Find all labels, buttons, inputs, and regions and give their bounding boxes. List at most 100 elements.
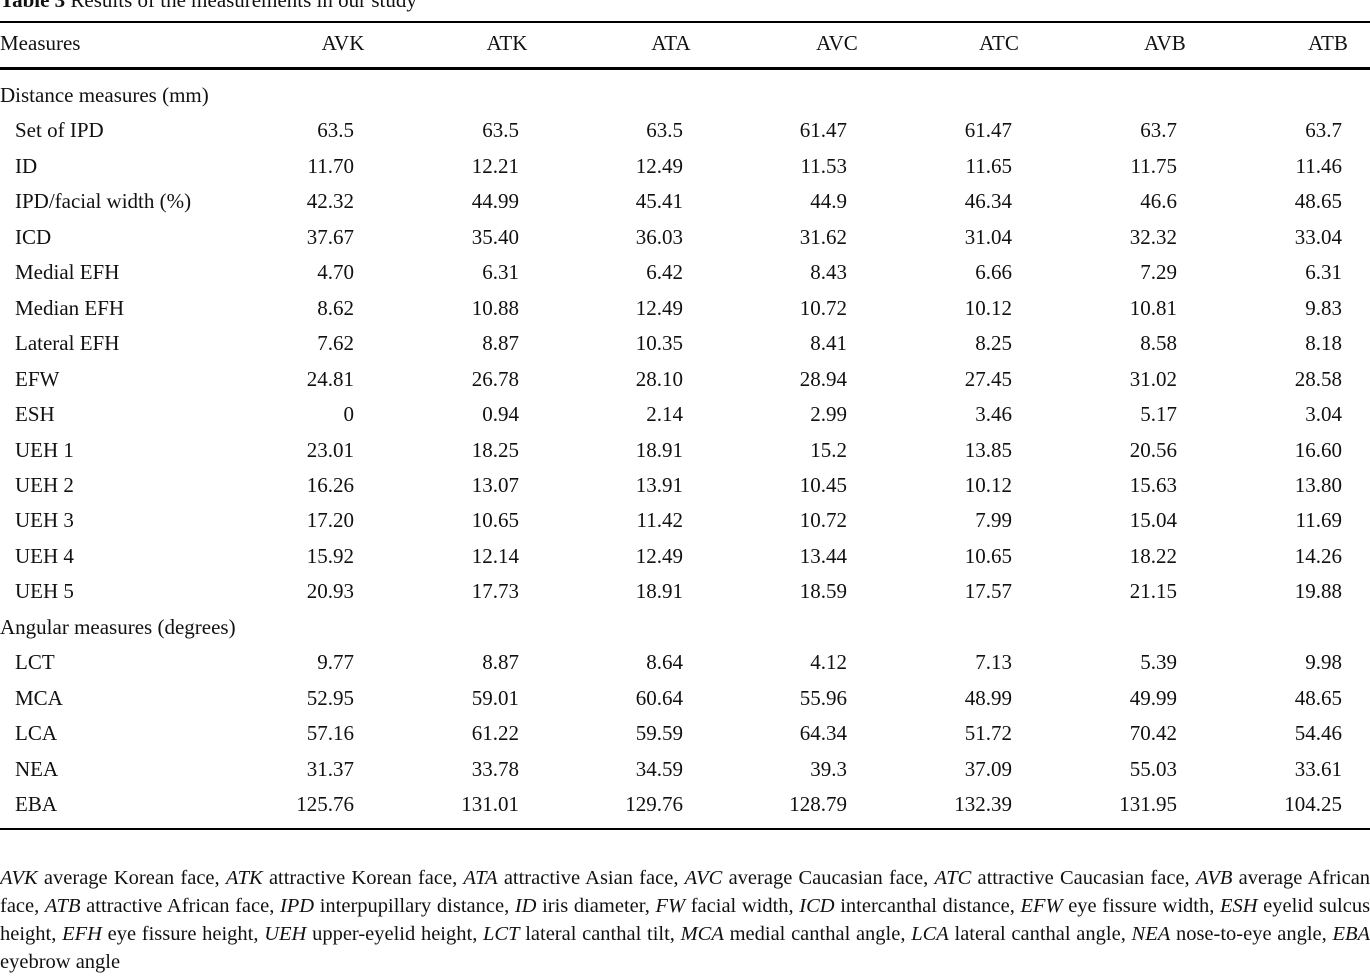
row-label: UEH 5 (15, 579, 74, 604)
footnote-def: attractive African face (86, 895, 270, 917)
cell-avk: 7.62 (317, 331, 354, 356)
row-label: ICD (15, 224, 52, 249)
table-row: UEH 5 20.93 17.73 18.91 18.59 17.57 21.15 19.88 (0, 574, 1370, 609)
cell-atc: 7.99 (975, 508, 1012, 533)
cell-atc: 27.45 (964, 366, 1012, 391)
cell-avb: 5.17 (1140, 402, 1177, 427)
cell-atk: 59.01 (471, 685, 519, 710)
cell-avb: 55.03 (1129, 756, 1177, 781)
cell-atk: 8.87 (482, 650, 519, 675)
cell-avk: 52.95 (306, 685, 354, 710)
cell-avk: 37.67 (306, 224, 354, 249)
cell-avk: 4.70 (317, 260, 354, 285)
cell-ata: 60.64 (635, 685, 683, 710)
row-label: LCA (15, 721, 57, 746)
cell-atc: 3.46 (975, 402, 1012, 427)
footnote-abbr: NEA (1131, 923, 1171, 945)
header-avc: AVC (816, 31, 858, 55)
cell-ata: 34.59 (635, 756, 683, 781)
footnote-def: eyebrow angle (0, 951, 121, 973)
cell-atb: 14.26 (1294, 543, 1342, 568)
header-avk: AVK (321, 31, 365, 55)
row-label: Set of IPD (15, 118, 104, 143)
table-row: NEA 31.37 33.78 34.59 39.3 37.09 55.03 33.61 (0, 752, 1370, 787)
table-row: LCA 57.16 61.22 59.59 64.34 51.72 70.42 54.46 (0, 716, 1370, 751)
cell-atc: 132.39 (954, 792, 1012, 816)
cell-avk: 63.5 (317, 118, 354, 143)
table-row: Lateral EFH 7.62 8.87 10.35 8.41 8.25 8.58 8.18 (0, 326, 1370, 361)
cell-avc: 4.12 (810, 650, 847, 675)
cell-avc: 61.47 (799, 118, 847, 143)
cell-atc: 46.34 (964, 189, 1012, 214)
row-label: UEH 1 (15, 437, 74, 462)
cell-avk: 20.93 (306, 579, 354, 604)
cell-avb: 31.02 (1129, 366, 1177, 391)
row-label: NEA (15, 756, 59, 781)
cell-atc: 31.04 (964, 224, 1012, 249)
section-row: Angular measures (degrees) (0, 610, 1370, 645)
cell-avb: 46.6 (1140, 189, 1177, 214)
footnote-def: intercanthal distance (840, 895, 1010, 917)
cell-avb: 15.63 (1129, 472, 1177, 497)
cell-atc: 13.85 (964, 437, 1012, 462)
footnote-abbr: EFW (1020, 895, 1063, 917)
footnote-abbr: ICD (799, 895, 835, 917)
cell-avc: 64.34 (799, 721, 847, 746)
footnote-abbr: ATK (225, 867, 263, 889)
cell-atk: 18.25 (471, 437, 519, 462)
footnote-def: attractive Korean face (268, 867, 453, 889)
header-row: Measures AVK ATK ATA AVC ATC AVB ATB (0, 26, 1370, 61)
cell-atc: 7.13 (975, 650, 1012, 675)
footnote-def: eye fissure width (1068, 895, 1210, 917)
cell-atb: 6.31 (1305, 260, 1342, 285)
row-label: UEH 4 (15, 543, 74, 568)
footnote-def: average Caucasian face (728, 867, 924, 889)
cell-atk: 17.73 (471, 579, 519, 604)
cell-atc: 8.25 (975, 331, 1012, 356)
cell-avb: 10.81 (1129, 295, 1177, 320)
header-atb: ATB (1308, 31, 1348, 55)
footnote-abbr: LCT (483, 923, 520, 945)
cell-ata: 8.64 (646, 650, 683, 675)
table-row: ID 11.70 12.21 12.49 11.53 11.65 11.75 11.46 (0, 149, 1370, 184)
cell-atc: 11.65 (965, 153, 1012, 178)
table-row: IPD/facial width (%) 42.32 44.99 45.41 44.9 4… (0, 184, 1370, 219)
table-row: Medial EFH 4.70 6.31 6.42 8.43 6.66 7.29 6.31 (0, 255, 1370, 290)
table-row: EFW 24.81 26.78 28.10 28.94 27.45 31.02 28.58 (0, 362, 1370, 397)
cell-avc: 13.44 (799, 543, 847, 568)
bottom-rule (0, 828, 1370, 830)
cell-ata: 59.59 (635, 721, 683, 746)
cell-avk: 125.76 (296, 792, 354, 816)
cell-atk: 35.40 (471, 224, 519, 249)
cell-avc: 18.59 (799, 579, 847, 604)
cell-ata: 45.41 (635, 189, 683, 214)
row-label: UEH 2 (15, 472, 74, 497)
table-row: UEH 2 16.26 13.07 13.91 10.45 10.12 15.63 13.80 (0, 468, 1370, 503)
footnote-abbr: ESH (1219, 895, 1258, 917)
cell-atk: 12.14 (471, 543, 519, 568)
cell-avk: 11.70 (307, 153, 354, 178)
table-caption-text: Results of the measurements in our study (70, 0, 417, 12)
cell-avk: 42.32 (306, 189, 354, 214)
cell-avb: 21.15 (1129, 579, 1177, 604)
footnote-abbr: ATA (463, 867, 498, 889)
cell-atb: 104.25 (1284, 792, 1342, 816)
table-row: UEH 1 23.01 18.25 18.91 15.2 13.85 20.56 16.60 (0, 433, 1370, 468)
cell-avk: 8.62 (317, 295, 354, 320)
table-row: ICD 37.67 35.40 36.03 31.62 31.04 32.32 33.04 (0, 220, 1370, 255)
table-row: LCT 9.77 8.87 8.64 4.12 7.13 5.39 9.98 (0, 645, 1370, 680)
header-measures: Measures (0, 31, 81, 55)
footnote-def: upper-eyelid height (312, 923, 473, 945)
cell-atb: 33.61 (1294, 756, 1342, 781)
cell-ata: 12.49 (635, 295, 683, 320)
cell-avb: 131.95 (1119, 792, 1177, 816)
row-label: UEH 3 (15, 508, 74, 533)
footnote-abbr: AVC (684, 867, 723, 889)
cell-atc: 6.66 (975, 260, 1012, 285)
cell-avb: 63.7 (1140, 118, 1177, 143)
footnote-def: medial canthal angle (729, 923, 901, 945)
header-ata: ATA (651, 31, 691, 55)
cell-atc: 10.12 (964, 472, 1012, 497)
table-row: UEH 3 17.20 10.65 11.42 10.72 7.99 15.04 11.69 (0, 503, 1370, 538)
table-caption: Table 3 Results of the measurements in o… (0, 0, 417, 13)
